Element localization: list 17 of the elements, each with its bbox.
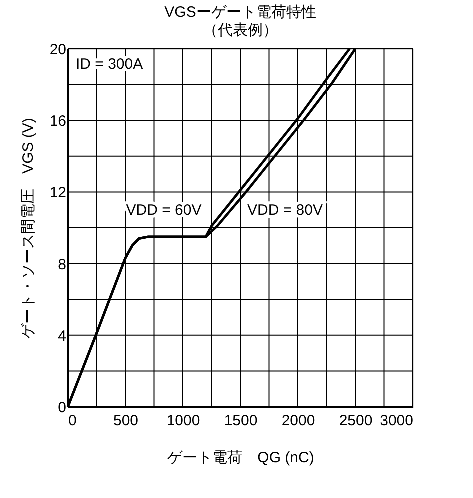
y-tick-label: 20 xyxy=(50,42,66,58)
y-tick-label: 0 xyxy=(58,400,66,416)
x-tick-label: 1500 xyxy=(224,412,258,430)
x-tick-label: 500 xyxy=(113,412,139,430)
chart-title: VGSーゲート電荷特性 xyxy=(164,4,316,21)
x-axis-title: ゲート電荷 QG (nC) xyxy=(168,450,314,466)
x-tick-label: 1000 xyxy=(166,412,200,430)
x-tick-label: 2000 xyxy=(282,412,316,430)
x-tick-label: 0 xyxy=(68,412,77,430)
y-tick-label: 8 xyxy=(58,256,66,274)
chart-subtitle: （代表例） xyxy=(203,22,278,39)
x-tick-label: 3000 xyxy=(380,412,414,430)
y-tick-label: 16 xyxy=(50,113,66,130)
y-tick-label: 12 xyxy=(50,184,66,202)
x-tick-label: 2500 xyxy=(339,412,373,430)
y-axis-title: ゲート・ソース間電圧 VGS (V) xyxy=(20,118,37,339)
y-tick-label: 4 xyxy=(58,328,66,345)
